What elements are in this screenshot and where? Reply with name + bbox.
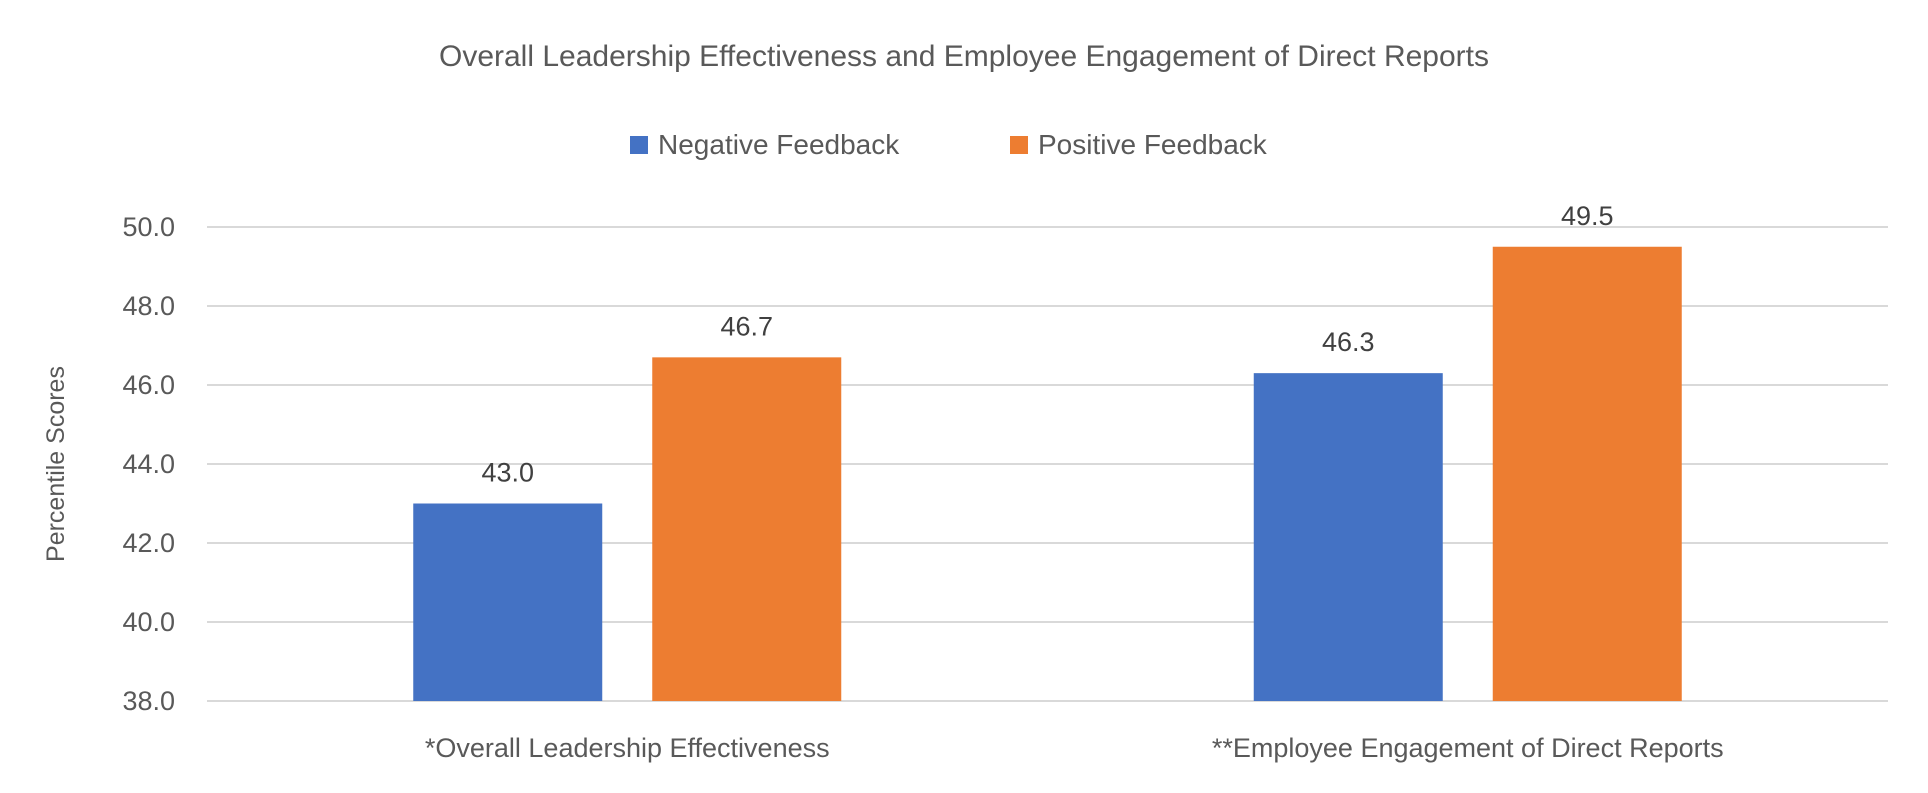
data-label: 46.7 — [720, 311, 773, 341]
x-tick-label: *Overall Leadership Effectiveness — [425, 733, 830, 763]
legend-label: Negative Feedback — [658, 129, 900, 160]
x-axis-labels: *Overall Leadership Effectiveness **Emplo… — [425, 733, 1724, 763]
y-tick-label: 46.0 — [122, 370, 175, 400]
bar-positive-1 — [1492, 246, 1682, 701]
legend-swatch — [1010, 136, 1028, 154]
bars: 43.0 46.7 46.3 49.5 — [413, 201, 1682, 701]
y-tick-label: 42.0 — [122, 528, 175, 558]
y-tick-label: 44.0 — [122, 449, 175, 479]
chart-title: Overall Leadership Effectiveness and Emp… — [439, 40, 1489, 73]
x-tick-label: **Employee Engagement of Direct Reports — [1212, 733, 1724, 763]
legend-label: Positive Feedback — [1038, 129, 1268, 160]
data-label: 43.0 — [481, 458, 534, 488]
legend-swatch — [630, 136, 648, 154]
y-tick-label: 48.0 — [122, 291, 175, 321]
legend: Negative Feedback Positive Feedback — [630, 129, 1268, 160]
y-tick-label: 38.0 — [122, 686, 175, 716]
bar-negative-0 — [413, 503, 603, 701]
bar-positive-0 — [652, 357, 842, 701]
data-label: 49.5 — [1561, 201, 1614, 231]
y-tick-label: 40.0 — [122, 607, 175, 637]
bar-negative-1 — [1253, 373, 1443, 701]
data-label: 46.3 — [1322, 327, 1375, 357]
y-axis-ticks: 38.0 40.0 42.0 44.0 46.0 48.0 50.0 — [122, 212, 175, 716]
y-axis-label: Percentile Scores — [42, 366, 70, 562]
y-tick-label: 50.0 — [122, 212, 175, 242]
